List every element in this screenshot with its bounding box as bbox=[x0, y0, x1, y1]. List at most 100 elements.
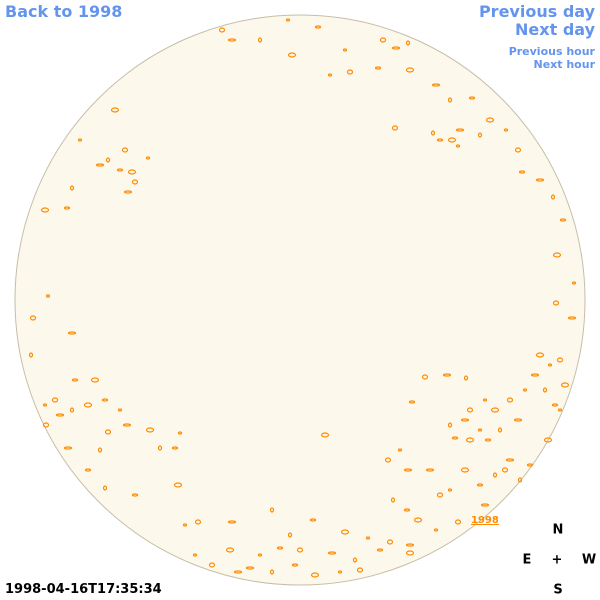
contour bbox=[90, 377, 100, 383]
contour bbox=[447, 422, 453, 428]
contour bbox=[365, 536, 371, 540]
next-day-link[interactable]: Next day bbox=[515, 20, 595, 39]
contour bbox=[425, 468, 435, 472]
contour bbox=[102, 485, 108, 491]
contour bbox=[447, 137, 457, 143]
contour bbox=[116, 168, 124, 172]
previous-hour-link[interactable]: Previous hour bbox=[508, 45, 595, 58]
contour bbox=[173, 482, 183, 488]
contour bbox=[177, 431, 183, 435]
previous-day-link[interactable]: Previous day bbox=[478, 2, 595, 21]
contour bbox=[497, 427, 503, 433]
contour bbox=[384, 457, 392, 463]
contour bbox=[559, 218, 567, 222]
contour bbox=[42, 422, 50, 428]
contour bbox=[503, 128, 509, 132]
contour bbox=[225, 547, 235, 553]
contour bbox=[413, 517, 423, 523]
contour bbox=[145, 427, 155, 433]
contour bbox=[97, 447, 103, 453]
solar-disk bbox=[14, 14, 586, 586]
contour bbox=[379, 37, 387, 43]
contour bbox=[466, 407, 474, 413]
year-link[interactable]: 1998 bbox=[471, 515, 499, 526]
contour bbox=[567, 316, 577, 320]
contour bbox=[543, 437, 553, 443]
contour bbox=[42, 403, 48, 407]
contour bbox=[522, 388, 528, 392]
contour bbox=[131, 179, 139, 185]
contour bbox=[530, 373, 540, 377]
contour bbox=[287, 532, 293, 538]
contour bbox=[476, 483, 484, 487]
contour bbox=[104, 429, 112, 435]
contour bbox=[340, 529, 350, 535]
contour bbox=[123, 190, 133, 194]
contour bbox=[485, 117, 495, 123]
contour bbox=[83, 402, 93, 408]
contour bbox=[556, 357, 564, 363]
compass-center: + bbox=[551, 552, 563, 568]
contour bbox=[257, 37, 263, 43]
contour bbox=[296, 547, 304, 553]
contour bbox=[122, 423, 132, 427]
contour bbox=[269, 507, 275, 513]
contour bbox=[105, 157, 111, 163]
contour bbox=[460, 418, 470, 422]
contour bbox=[430, 130, 436, 136]
back-link[interactable]: Back to 1998 bbox=[5, 2, 123, 21]
next-hour-link[interactable]: Next hour bbox=[533, 58, 596, 71]
contour bbox=[233, 570, 243, 574]
contour bbox=[110, 107, 120, 113]
contour bbox=[436, 492, 444, 498]
contour bbox=[547, 363, 553, 367]
contour bbox=[121, 147, 129, 153]
contour bbox=[465, 437, 475, 443]
contour bbox=[276, 546, 284, 550]
contour bbox=[352, 557, 358, 563]
contour bbox=[492, 472, 498, 478]
contour bbox=[245, 566, 255, 570]
contour bbox=[67, 331, 77, 335]
contour bbox=[145, 156, 151, 160]
contour bbox=[55, 413, 65, 417]
contour bbox=[310, 572, 320, 578]
contour bbox=[95, 163, 105, 167]
contour bbox=[447, 488, 453, 492]
contour bbox=[482, 398, 488, 402]
contour bbox=[63, 206, 71, 210]
contour bbox=[513, 418, 523, 422]
contour bbox=[552, 300, 560, 306]
contour bbox=[390, 497, 396, 503]
contour bbox=[51, 397, 59, 403]
compass-east: E bbox=[522, 552, 532, 568]
contour bbox=[571, 281, 577, 285]
contour bbox=[514, 147, 522, 153]
contour bbox=[557, 408, 563, 412]
contour bbox=[157, 445, 163, 451]
contour bbox=[374, 66, 382, 70]
contour bbox=[405, 67, 415, 73]
contour bbox=[477, 132, 483, 138]
contour bbox=[551, 403, 559, 407]
contour bbox=[480, 503, 490, 507]
contour bbox=[69, 185, 75, 191]
contour bbox=[460, 467, 470, 473]
contour bbox=[405, 543, 415, 547]
contour bbox=[291, 563, 299, 567]
contour bbox=[505, 458, 515, 462]
contour bbox=[192, 553, 198, 557]
contour bbox=[517, 477, 523, 483]
contour bbox=[117, 408, 123, 412]
compass-north: N bbox=[552, 522, 564, 538]
contour bbox=[484, 438, 492, 442]
contour bbox=[171, 446, 179, 450]
contour bbox=[287, 52, 297, 58]
contour bbox=[447, 97, 453, 103]
contour bbox=[405, 550, 415, 556]
contour bbox=[309, 518, 317, 522]
contour bbox=[560, 382, 570, 388]
contour bbox=[403, 468, 413, 472]
contour bbox=[455, 144, 461, 148]
